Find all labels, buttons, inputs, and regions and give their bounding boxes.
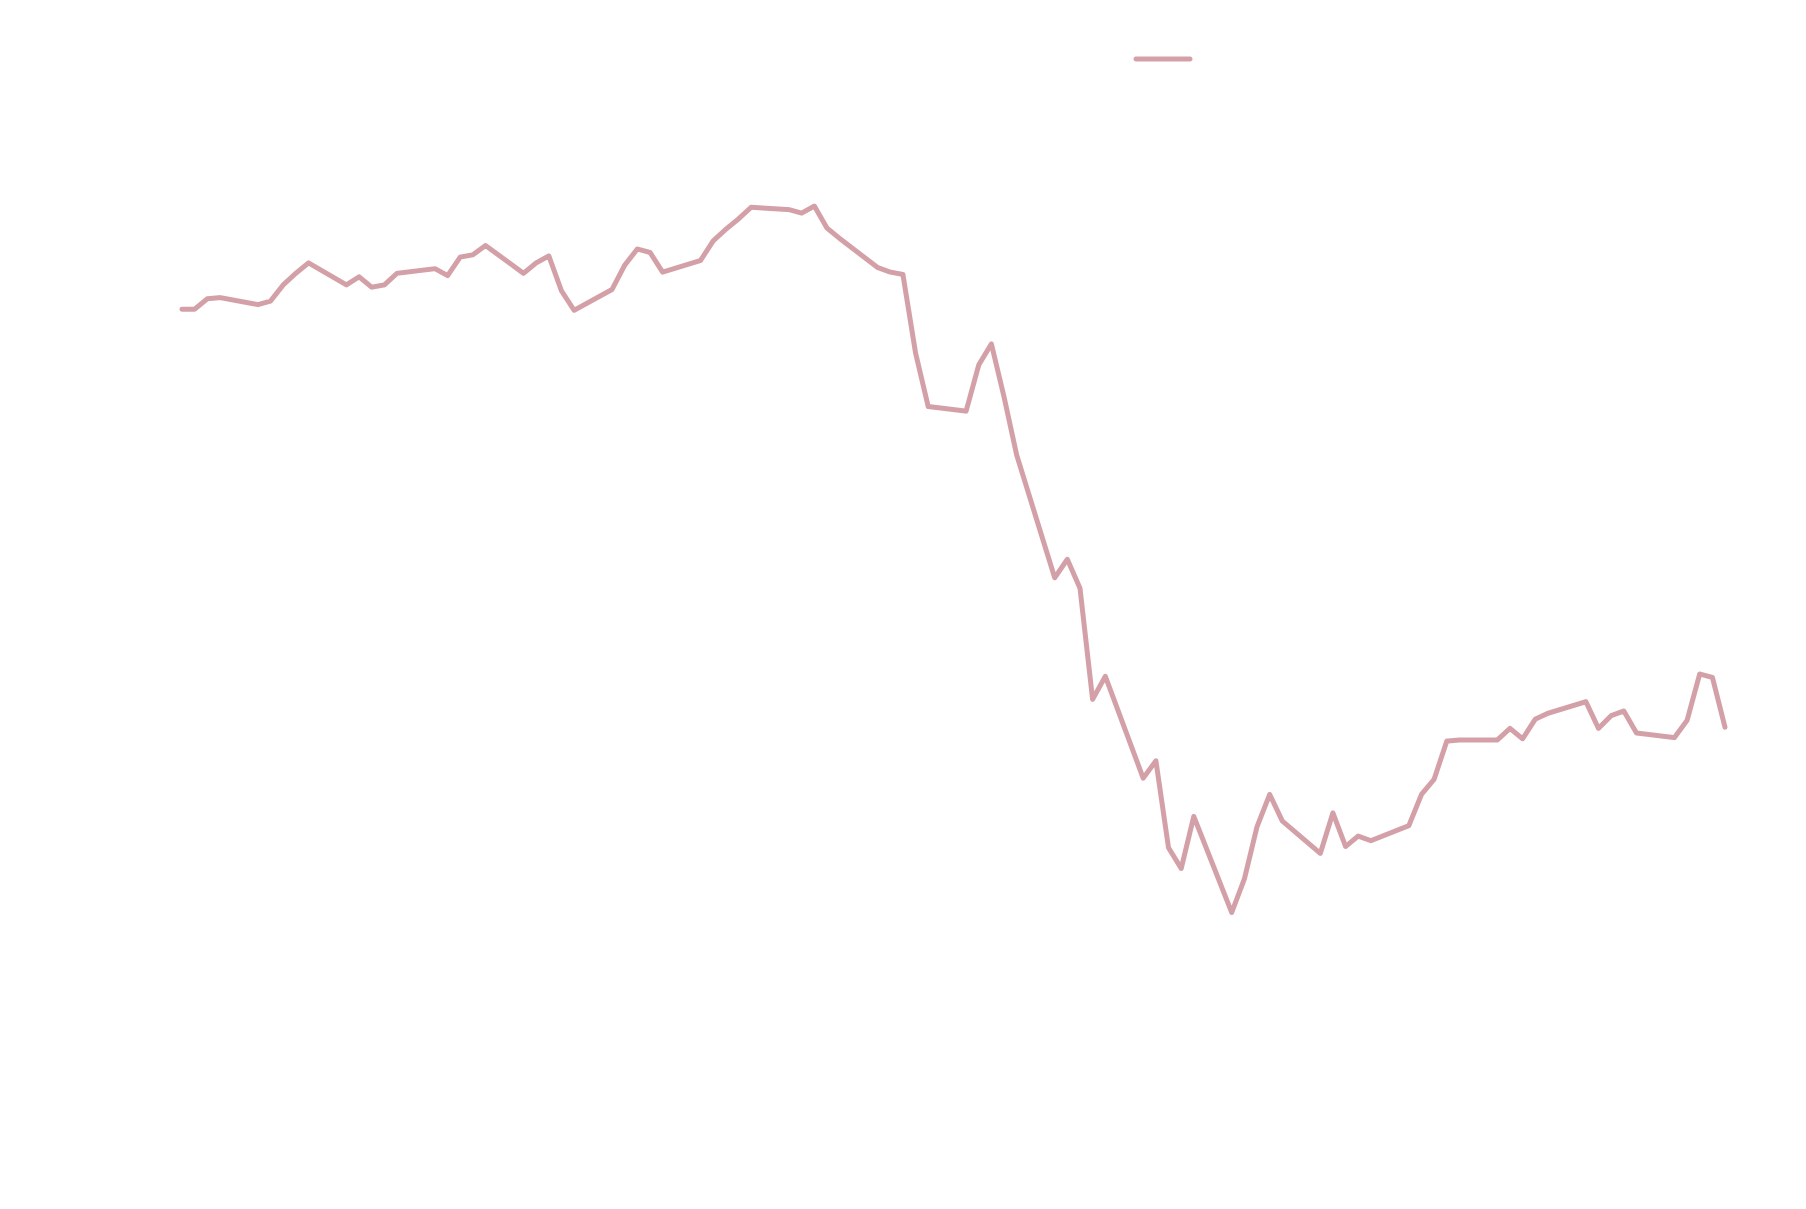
data-line [179,203,1728,915]
